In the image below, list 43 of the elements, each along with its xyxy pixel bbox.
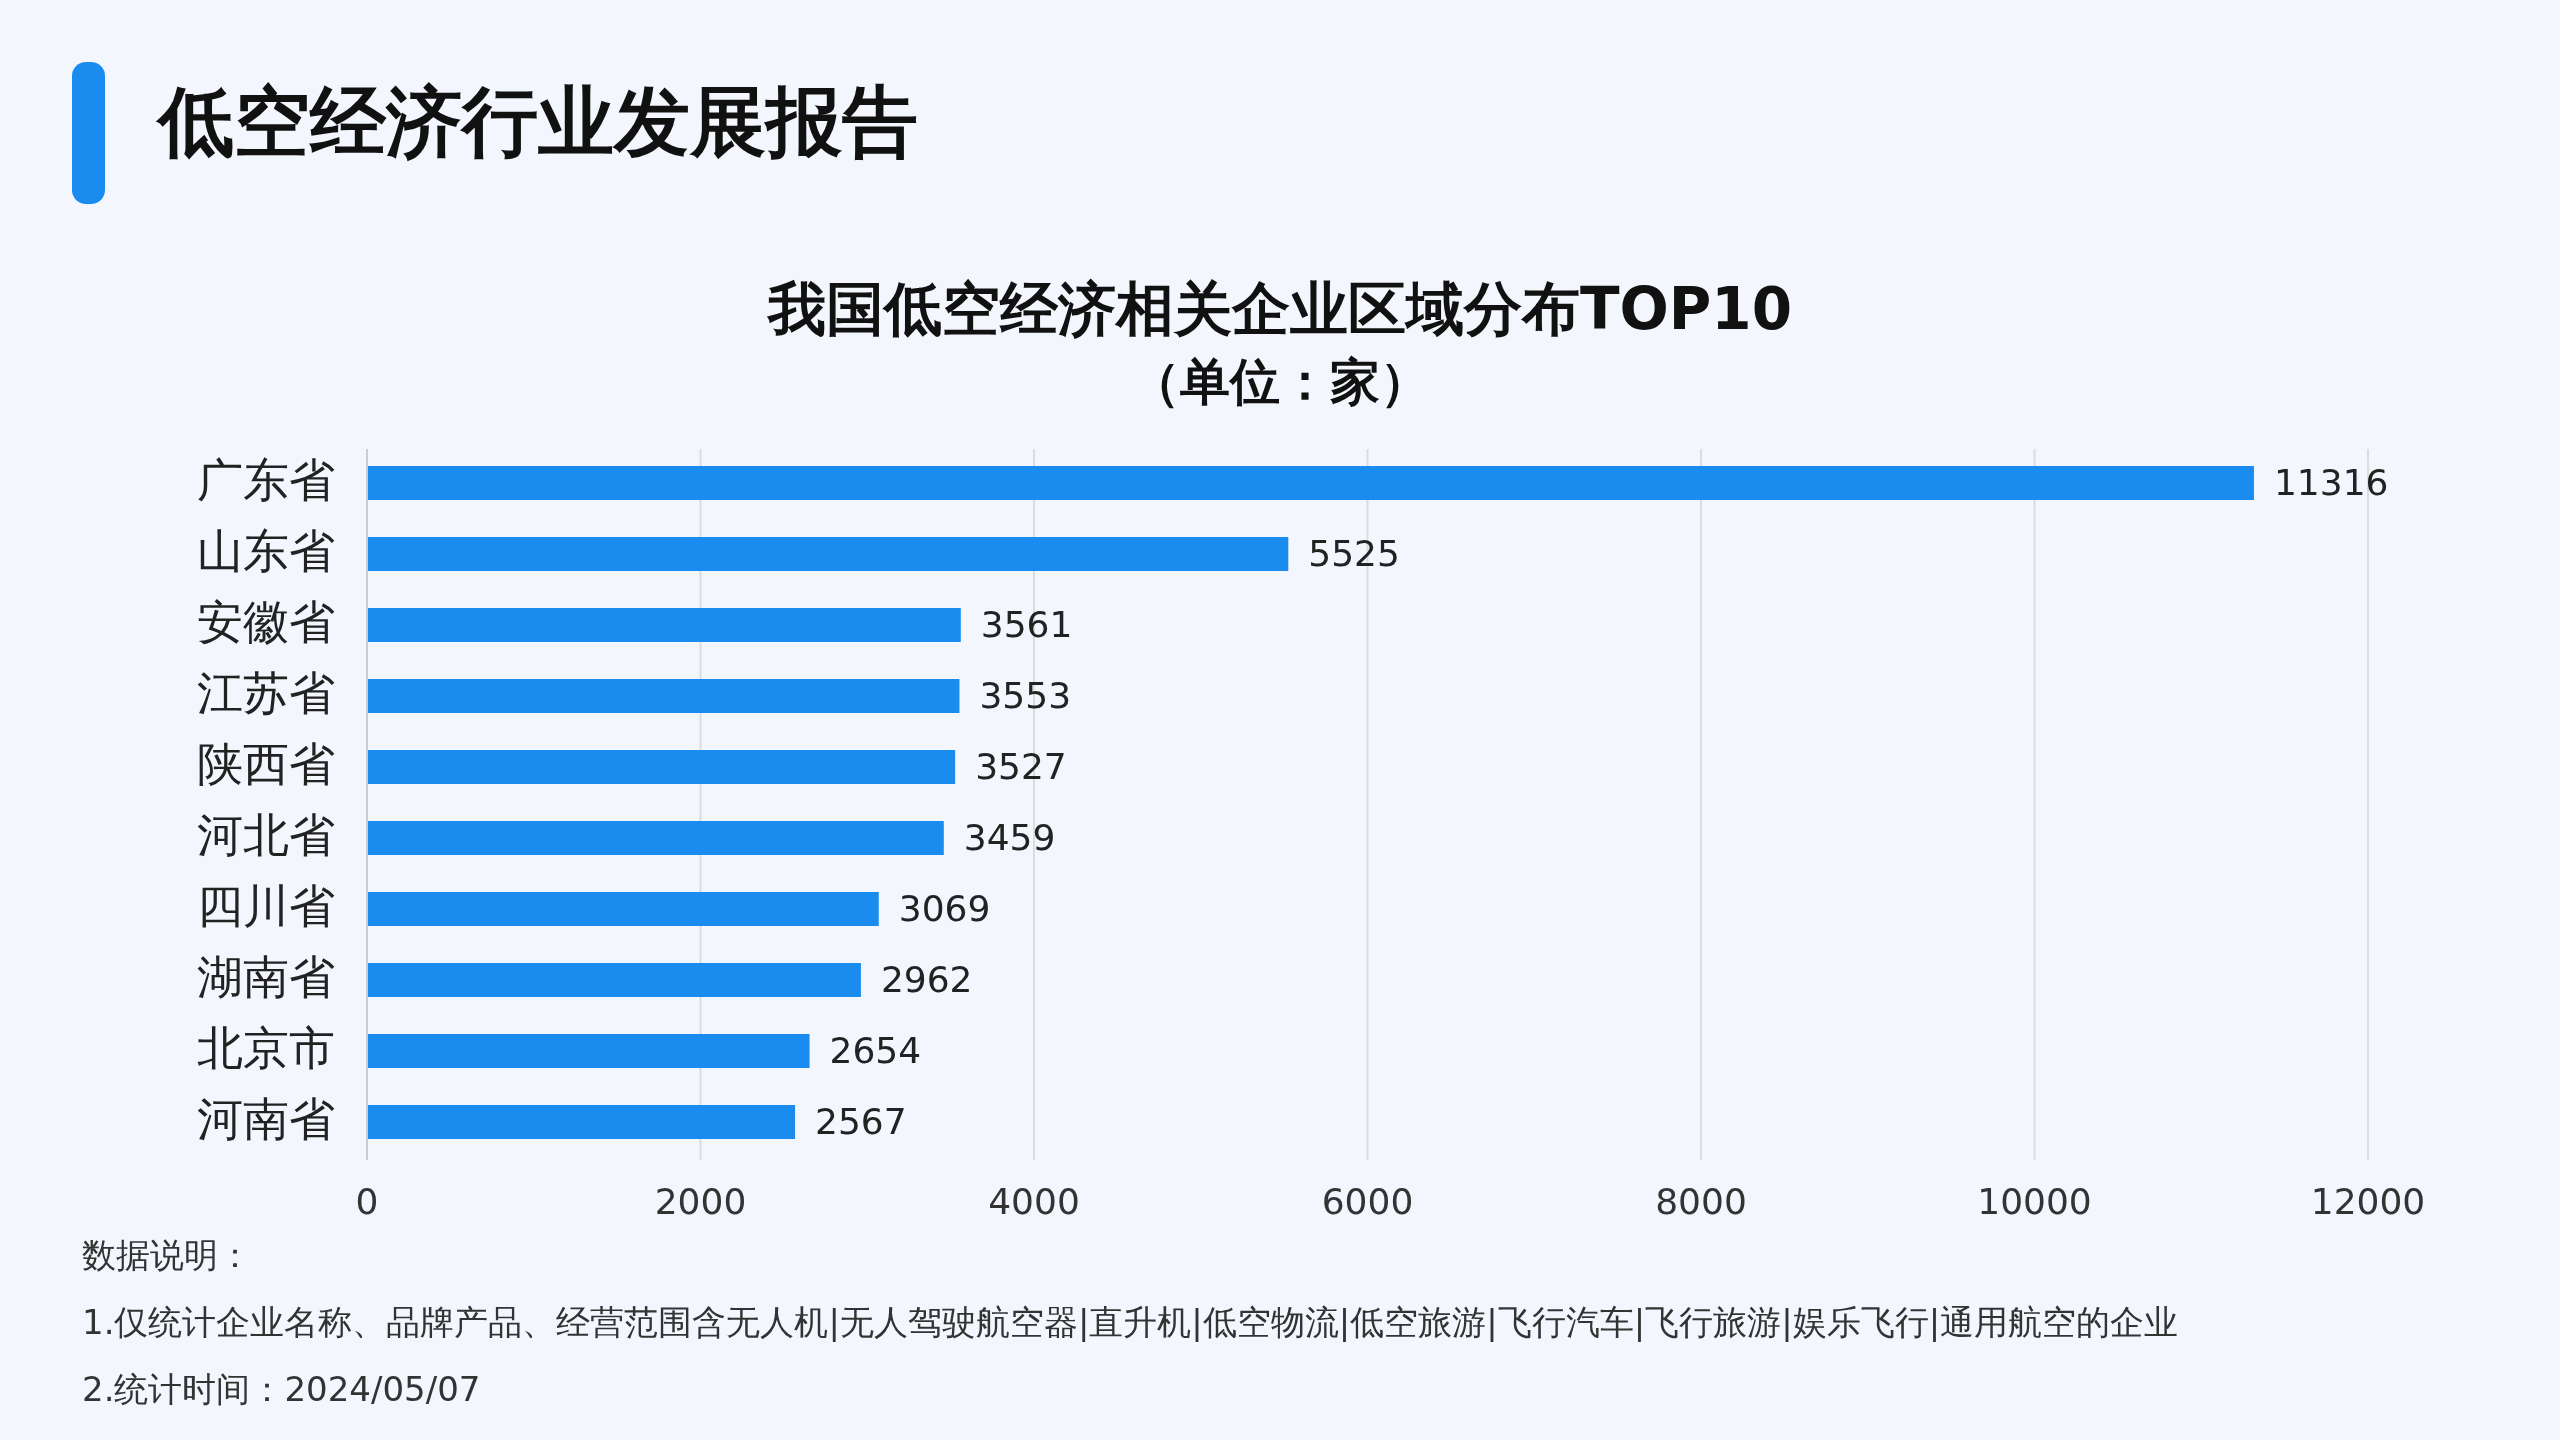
x-tick-label: 12000 [2310, 1181, 2426, 1222]
text: 1.仅统计企业名称、品牌产品、经营范围含无人机|无人驾驶航空器|直升机|低空物流|低空旅游|飞行汽车|飞行旅游|娱乐飞行|通用航空的企业 [82, 1301, 2179, 1342]
data-label: 2567 [815, 1101, 907, 1142]
x-tick-label: 0 [355, 1181, 379, 1222]
text: 2.统计时间：2024/05/07 [82, 1368, 481, 1409]
data-label: 2962 [880, 959, 973, 1000]
y-tick-label: 陕西省 [197, 736, 335, 791]
bar [367, 679, 960, 713]
x-tick-label: 6000 [1321, 1181, 1414, 1222]
data-label: 11316 [2273, 462, 2389, 503]
bar [367, 821, 944, 855]
x-tick-label: 4000 [988, 1181, 1080, 1222]
y-tick-label: 山东省 [197, 523, 335, 578]
y-tick-label: 广东省 [197, 452, 335, 507]
data-label: 3069 [898, 888, 991, 929]
bar [367, 1034, 810, 1068]
data-label: 2654 [829, 1030, 922, 1071]
bar [367, 466, 2254, 500]
x-tick-label: 10000 [1977, 1181, 2092, 1222]
y-tick-label: 河南省 [197, 1091, 335, 1146]
chart-title: 我国低空经济相关企业区域分布TOP10 [765, 275, 1793, 344]
text: 数据说明： [82, 1234, 252, 1275]
data-label: 3553 [979, 675, 1072, 716]
data-label: 3459 [963, 817, 1056, 858]
data-label: 3561 [980, 604, 1073, 645]
bar [367, 1105, 796, 1139]
y-tick-label: 安徽省 [197, 594, 335, 649]
bar [367, 537, 1289, 571]
text: 低空经济行业发展报告 [155, 76, 918, 166]
chart-subtitle: （单位：家） [1130, 352, 1430, 411]
bar [367, 750, 956, 784]
y-tick-label: 北京市 [197, 1020, 335, 1075]
x-tick-label: 8000 [1655, 1181, 1747, 1222]
y-tick-label: 河北省 [197, 807, 335, 862]
bar [367, 963, 861, 997]
bar [367, 608, 961, 642]
bar [367, 892, 879, 926]
y-tick-label: 四川省 [197, 878, 335, 933]
x-tick-label: 2000 [654, 1181, 747, 1222]
data-label: 5525 [1308, 533, 1400, 574]
data-label: 3527 [975, 746, 1067, 787]
y-tick-label: 湖南省 [197, 949, 335, 1004]
y-tick-label: 江苏省 [197, 665, 335, 720]
